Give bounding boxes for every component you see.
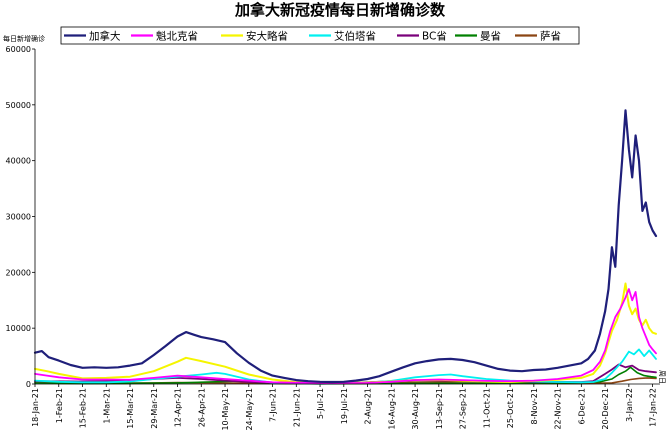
x-tick-label: 2-Aug-21 (364, 388, 373, 425)
x-tick-label: 26-Apr-21 (197, 388, 206, 427)
series-line (34, 282, 657, 384)
y-tick-label: 40000 (6, 157, 31, 166)
x-tick-label: 19-Jul-21 (340, 388, 349, 424)
legend-label: 艾伯塔省 (334, 30, 376, 43)
chart-title: 加拿大新冠疫情每日新增确诊数 (234, 1, 446, 19)
x-tick-label: 25-Oct-21 (506, 388, 515, 428)
x-tick-label: 30-Aug-21 (411, 388, 420, 430)
x-tick-label: 7-Jun-21 (269, 388, 278, 422)
x-tick-label: 27-Sep-21 (459, 388, 468, 429)
legend-label: 加拿大 (89, 30, 121, 43)
series-line (34, 366, 657, 385)
x-tick-label: 1-Feb-21 (55, 388, 64, 423)
end-annotation: 周日 (658, 370, 666, 384)
x-tick-label: 15-Mar-21 (126, 388, 135, 429)
legend: 加拿大 魁北克省 安大略省 艾伯塔省 BC省 曼省 萨省 (60, 26, 580, 45)
y-tick-label: 0 (26, 380, 31, 389)
series-line (34, 348, 657, 385)
y-axis-label: 每日新增确诊 (3, 34, 45, 43)
x-tick-label: 13-Sep-21 (435, 388, 444, 429)
x-tick-label: 8-Nov-21 (530, 388, 539, 424)
x-tick-label: 22-Nov-21 (554, 388, 563, 430)
x-tick-label: 1-Mar-21 (102, 388, 111, 424)
x-tick-label: 17-Jan-22 (649, 388, 658, 427)
x-tick-label: 20-Dec-21 (601, 388, 610, 430)
x-tick-label: 10-May-21 (221, 388, 230, 431)
x-tick-label: 3-Jan-22 (625, 388, 634, 422)
x-tick-label: 15-Feb-21 (79, 388, 88, 428)
x-tick-label: 5-Jul-21 (316, 388, 325, 419)
y-tick-label: 60000 (6, 45, 31, 54)
x-tick-label: 24-May-21 (245, 388, 254, 431)
legend-label: 安大略省 (246, 30, 288, 43)
series-lines (33, 109, 658, 385)
x-ticks: 18-Jan-21 1-Feb-21 15-Feb-21 1-Mar-21 15-Mar… (31, 384, 658, 431)
legend-label: 魁北克省 (156, 30, 198, 43)
legend-label: BC省 (422, 30, 447, 43)
series-line (34, 288, 657, 385)
x-tick-label: 16-Aug-21 (387, 388, 396, 430)
x-tick-label: 11-Oct-21 (482, 388, 491, 428)
series-line (33, 109, 658, 384)
legend-label: 萨省 (540, 30, 561, 43)
x-tick-label: 18-Jan-21 (31, 388, 40, 427)
y-tick-label: 20000 (6, 268, 31, 277)
y-tick-label: 30000 (6, 213, 31, 222)
x-tick-label: 12-Apr-21 (174, 388, 183, 427)
y-ticks: 0 10000 20000 30000 40000 50000 60000 (6, 45, 35, 389)
y-tick-label: 50000 (6, 101, 31, 110)
x-tick-label: 29-Mar-21 (150, 388, 159, 429)
x-tick-label: 21-Jun-21 (292, 388, 301, 427)
legend-label: 曼省 (480, 30, 501, 43)
y-tick-label: 10000 (6, 324, 31, 333)
x-tick-label: 6-Dec-21 (577, 388, 586, 425)
